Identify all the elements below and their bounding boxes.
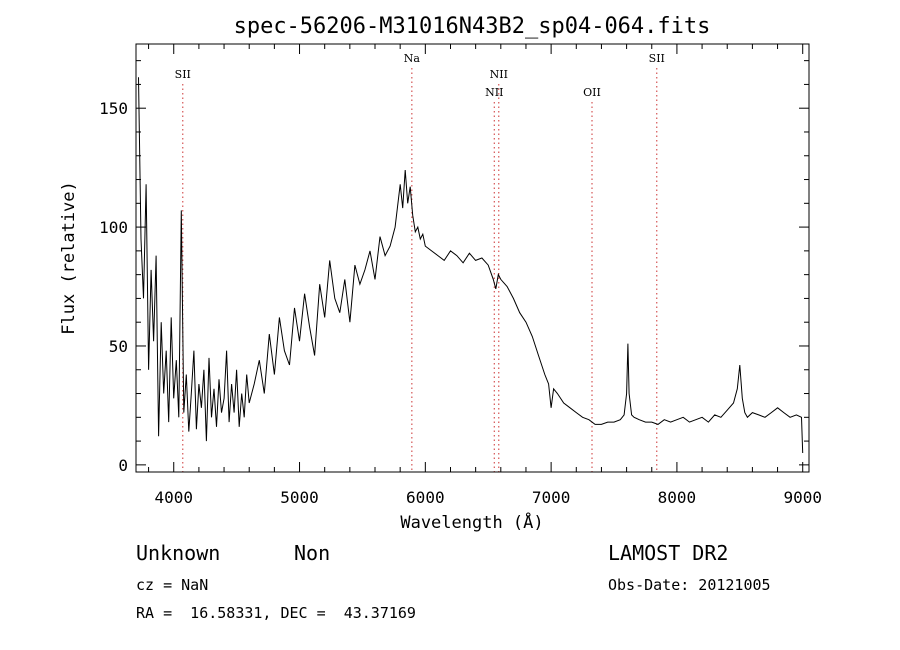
series-layer (138, 77, 804, 454)
line-marker-label: NII (485, 86, 503, 99)
y-tick-label: 150 (99, 99, 128, 118)
redshift-readout: cz = NaN (136, 576, 209, 594)
x-tick-label: 6000 (406, 488, 445, 507)
x-tick-label: 4000 (154, 488, 193, 507)
x-axis-label: Wavelength (Å) (400, 511, 543, 533)
line-marker-layer: SII Na NII NII OII SII (175, 52, 665, 472)
obs-date: Obs-Date: 20121005 (608, 576, 771, 594)
y-tick-label: 50 (109, 337, 128, 356)
x-tick-label: 5000 (280, 488, 319, 507)
line-marker-label: Na (404, 52, 421, 65)
x-tick-label: 8000 (658, 488, 697, 507)
line-marker-label: OII (583, 86, 601, 99)
object-subclass: Non (294, 541, 331, 565)
survey-name: LAMOST DR2 (608, 541, 729, 565)
x-tick-label: 7000 (532, 488, 571, 507)
line-marker-label: SII (649, 52, 665, 65)
axes: 4000 5000 6000 7000 8000 9000 0 50 100 150 (99, 43, 822, 507)
line-marker-label: SII (175, 68, 191, 81)
spectrum-line (138, 77, 804, 454)
chart-title: spec-56206-M31016N43B2_sp04-064.fits (234, 14, 711, 39)
coordinates: RA = 16.58331, DEC = 43.37169 (136, 604, 416, 622)
object-class: Unknown (136, 541, 221, 565)
y-tick-label: 100 (99, 218, 128, 237)
plot-frame (135, 43, 810, 473)
line-marker-label: NII (490, 68, 508, 81)
y-tick-label: 0 (118, 456, 128, 475)
y-axis-label: Flux (relative) (59, 181, 79, 335)
x-tick-label: 9000 (783, 488, 822, 507)
